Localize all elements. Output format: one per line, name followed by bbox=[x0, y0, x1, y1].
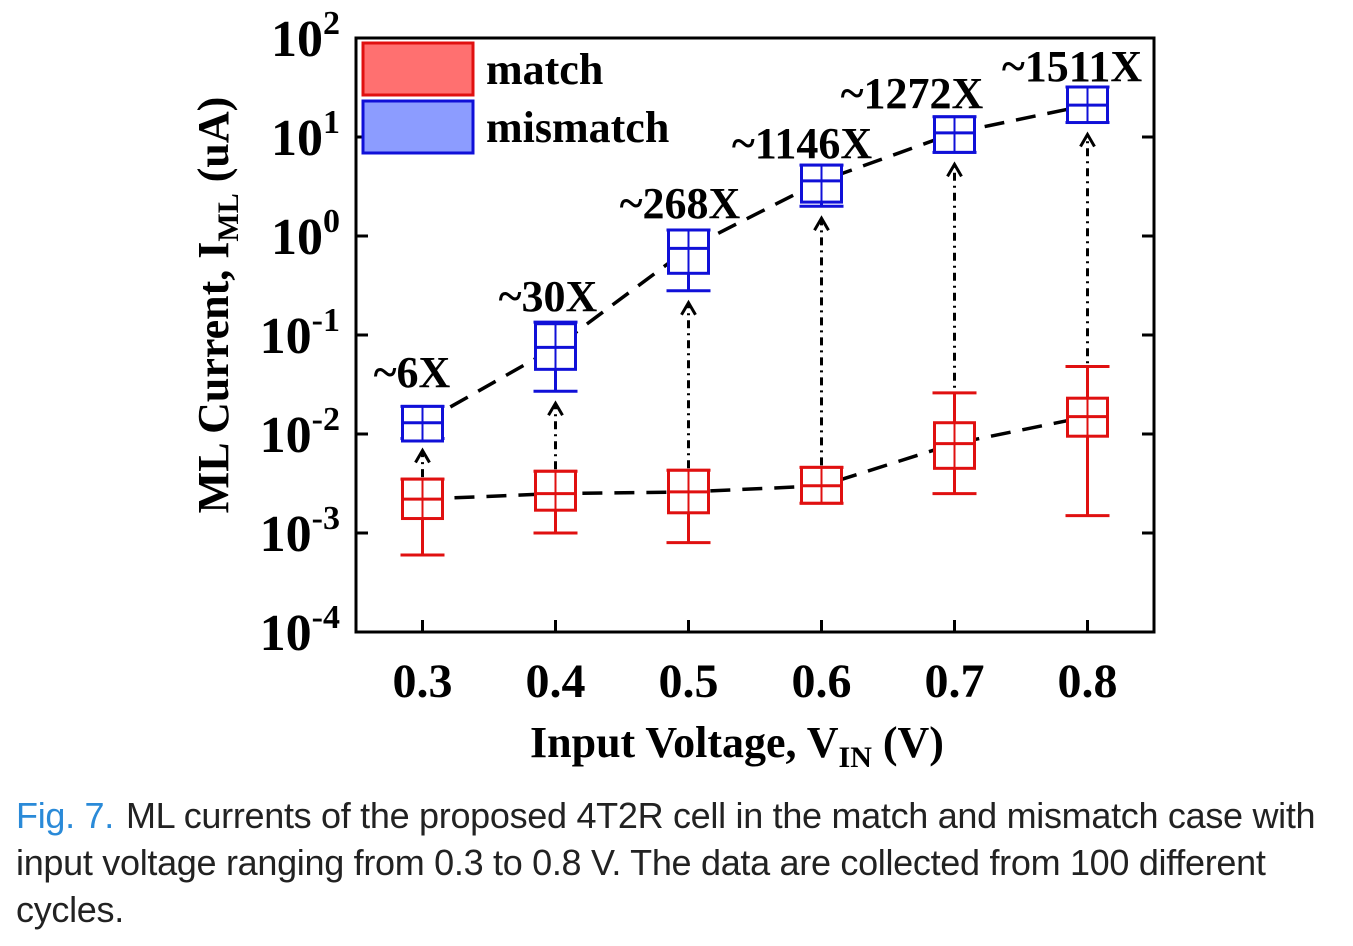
x-tick-label: 0.5 bbox=[659, 655, 719, 708]
ratio-annotation: ~1272X bbox=[841, 69, 984, 118]
trend-line-match bbox=[422, 414, 1088, 501]
y-tick-label: 10-2 bbox=[260, 401, 340, 464]
ratio-arrow-head bbox=[946, 161, 963, 178]
legend-match-label: match bbox=[486, 45, 603, 94]
figure-caption: Fig. 7. ML currents of the proposed 4T2R … bbox=[16, 792, 1346, 933]
y-axis-title: ML Current, IML (uA) bbox=[189, 97, 245, 514]
legend: match mismatch bbox=[361, 41, 669, 155]
ratio-annotation: ~1146X bbox=[732, 119, 872, 168]
x-tick-label: 0.6 bbox=[792, 655, 852, 708]
trend-line-mismatch bbox=[421, 103, 1088, 425]
ratio-arrow-head bbox=[547, 400, 564, 417]
ratio-annotation: ~6X bbox=[374, 348, 451, 397]
x-tick-label: 0.3 bbox=[393, 655, 453, 708]
y-tick-label: 10-4 bbox=[260, 599, 340, 662]
y-tick-label: 10-3 bbox=[260, 500, 340, 563]
ratio-arrow-head bbox=[1079, 131, 1096, 148]
x-axis-title: Input Voltage, VIN (V) bbox=[530, 718, 944, 774]
caption-label: Fig. 7. bbox=[16, 795, 114, 836]
ratio-annotation: ~1511X bbox=[1002, 42, 1142, 91]
legend-mismatch-label: mismatch bbox=[486, 103, 669, 152]
ratio-arrow-head bbox=[813, 215, 830, 231]
ratio-arrow-head bbox=[680, 299, 697, 316]
x-tick-label: 0.7 bbox=[925, 655, 985, 708]
chart: ~6X ~30X ~268X ~1146X~1272X ~1511X 0.3 0.4 0.5… bbox=[189, 5, 1156, 774]
legend-mismatch-swatch bbox=[361, 99, 475, 155]
y-tick-label: 10-1 bbox=[260, 302, 340, 365]
legend-match-swatch bbox=[361, 41, 475, 97]
ratio-arrow-head bbox=[414, 447, 431, 464]
x-tick-label: 0.8 bbox=[1058, 655, 1118, 708]
x-tick-label: 0.4 bbox=[526, 655, 586, 708]
y-tick-label: 102 bbox=[271, 5, 340, 68]
y-tick-label: 101 bbox=[271, 104, 340, 167]
y-tick-label: 100 bbox=[271, 203, 340, 266]
ratio-annotation: ~30X bbox=[499, 272, 598, 321]
caption-text: ML currents of the proposed 4T2R cell in… bbox=[16, 795, 1316, 930]
ratio-annotation: ~268X bbox=[620, 179, 741, 228]
